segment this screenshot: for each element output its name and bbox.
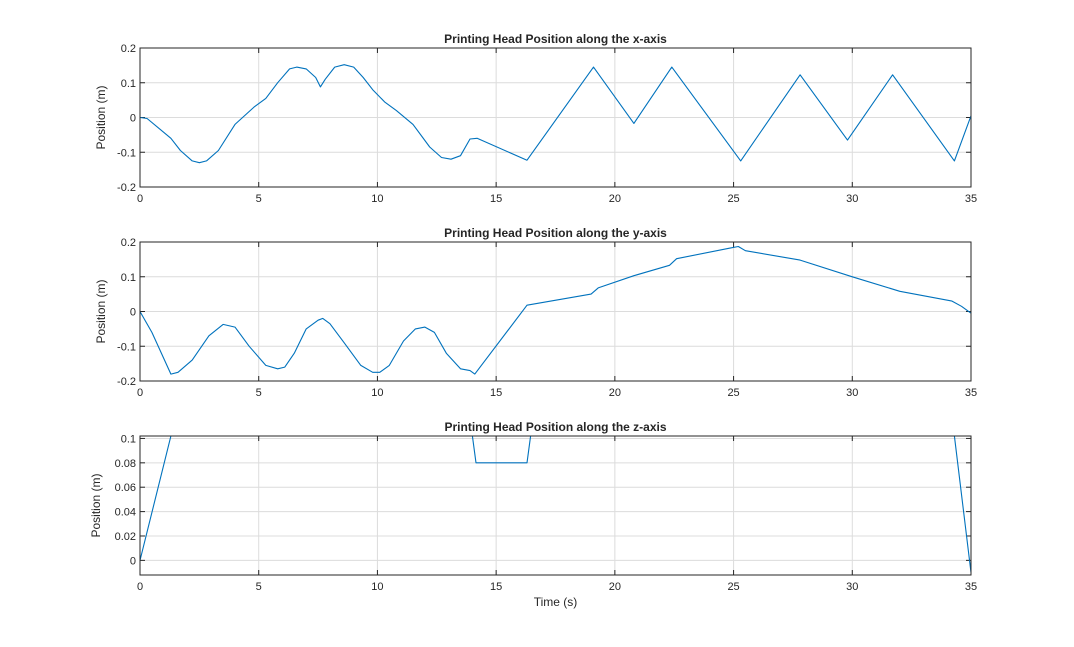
x-tick-label: 30 [846, 387, 858, 399]
y-tick-label: -0.1 [117, 147, 136, 159]
y-tick-label: 0.04 [115, 507, 136, 519]
x-tick-label: 5 [256, 387, 262, 399]
x-tick-label: 20 [609, 581, 621, 593]
chart-title: Printing Head Position along the y-axis [444, 226, 667, 240]
x-tick-label: 35 [965, 581, 977, 593]
x-tick-label: 25 [727, 387, 739, 399]
x-axis-plot: 0 5 10 15 20 25 30 35 -0.2 -0.1 0 0.1 0.2 Printing He… [94, 32, 977, 205]
y-tick-label: 0.1 [121, 78, 136, 90]
series-line [140, 245, 971, 375]
axes-frame [139, 47, 972, 188]
x-tick-label: 20 [609, 387, 621, 399]
x-tick-label: 30 [846, 193, 858, 205]
series-line [140, 64, 971, 164]
x-tick-label: 10 [371, 387, 383, 399]
y-axis-plot: 0 5 10 15 20 25 30 35 -0.2 -0.1 0 0.1 0.2 Printing He… [94, 226, 977, 399]
x-tick-label: 25 [727, 581, 739, 593]
chart-title: Printing Head Position along the x-axis [444, 32, 667, 46]
x-tick-label: 25 [727, 193, 739, 205]
x-tick-label: 10 [371, 581, 383, 593]
chart-title: Printing Head Position along the z-axis [444, 420, 666, 434]
y-axis-label: Position (m) [94, 279, 108, 343]
x-tick-label: 35 [965, 387, 977, 399]
y-tick-label: 0 [130, 555, 136, 567]
x-tick-label: 35 [965, 193, 977, 205]
y-axis-label: Position (m) [89, 473, 103, 537]
x-tick-label: 20 [609, 193, 621, 205]
x-tick-label: 30 [846, 581, 858, 593]
y-tick-label: -0.2 [117, 376, 136, 388]
y-tick-label: -0.1 [117, 341, 136, 353]
y-tick-label: 0.06 [115, 482, 136, 494]
x-tick-label: 5 [256, 193, 262, 205]
axes-frame [139, 241, 972, 382]
series-line [140, 436, 971, 573]
x-tick-label: 15 [490, 581, 502, 593]
x-axis-label: Time (s) [534, 595, 578, 609]
y-tick-label: 0 [130, 307, 136, 319]
y-tick-label: 0.08 [115, 458, 136, 470]
x-tick-label: 5 [256, 581, 262, 593]
y-tick-label: -0.2 [117, 182, 136, 194]
y-tick-label: 0.02 [115, 531, 136, 543]
x-tick-label: 15 [490, 193, 502, 205]
x-tick-label: 0 [137, 193, 143, 205]
x-tick-label: 10 [371, 193, 383, 205]
x-tick-label: 0 [137, 387, 143, 399]
axes-frame [139, 435, 972, 576]
x-tick-label: 15 [490, 387, 502, 399]
x-tick-label: 0 [137, 581, 143, 593]
z-axis-plot: 0 5 10 15 20 25 30 35 0 0.02 0.04 0.06 0.08 0.1 Printi… [89, 420, 977, 609]
y-tick-label: 0.1 [121, 433, 136, 445]
y-tick-label: 0.1 [121, 272, 136, 284]
y-tick-label: 0.2 [121, 237, 136, 249]
y-tick-label: 0 [130, 113, 136, 125]
y-axis-label: Position (m) [94, 85, 108, 149]
y-tick-label: 0.2 [121, 43, 136, 55]
